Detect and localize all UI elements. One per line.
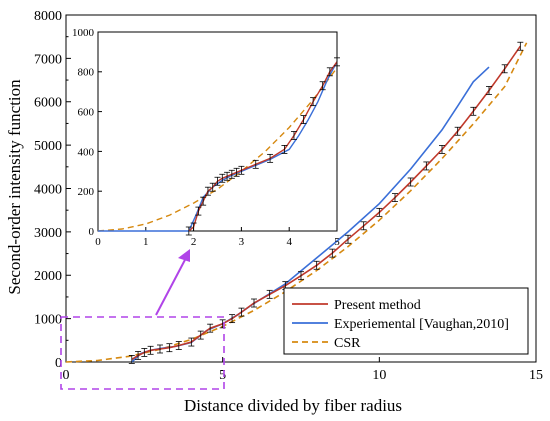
y-tick-label: 0 bbox=[55, 356, 62, 371]
main-series bbox=[65, 41, 528, 364]
y-tick-label: 1000 bbox=[72, 27, 95, 39]
y-tick-label: 200 bbox=[78, 186, 95, 198]
x-tick-label: 10 bbox=[372, 368, 386, 383]
inset-plot-frame bbox=[97, 31, 338, 232]
legend-label-present: Present method bbox=[334, 298, 421, 313]
y-tick-label: 8000 bbox=[34, 9, 62, 24]
y-tick-label: 4000 bbox=[34, 182, 62, 197]
legend-label-experimental: Experiemental [Vaughan,2010] bbox=[334, 317, 509, 332]
y-tick-label: 800 bbox=[78, 67, 95, 79]
x-tick-label: 3 bbox=[239, 236, 245, 248]
x-tick-label: 5 bbox=[334, 236, 340, 248]
x-axis-label: Distance divided by fiber radius bbox=[184, 396, 402, 415]
legend-box bbox=[283, 287, 529, 355]
x-tick-label: 2 bbox=[191, 236, 197, 248]
series-line-csr bbox=[65, 42, 528, 363]
inset-y-ticks: 0 200 400 600 800 1000 bbox=[72, 27, 102, 238]
main-y-ticks: 0 1000 2000 3000 4000 5000 6000 7000 8000 bbox=[34, 9, 71, 371]
y-axis-label: Second-order intensity function bbox=[5, 79, 24, 295]
x-tick-label: 1 bbox=[143, 236, 149, 248]
x-tick-label: 4 bbox=[286, 236, 292, 248]
x-tick-label: 5 bbox=[219, 368, 226, 383]
y-tick-label: 600 bbox=[78, 106, 95, 118]
y-tick-label: 5000 bbox=[34, 139, 62, 154]
inset-chart: 0 200 400 600 800 1000 0 1 2 3 4 5 bbox=[72, 27, 340, 248]
y-tick-label: 2000 bbox=[34, 269, 62, 284]
y-tick-label: 7000 bbox=[34, 52, 62, 67]
x-tick-label: 0 bbox=[63, 368, 70, 383]
y-tick-label: 0 bbox=[89, 226, 95, 238]
legend-label-csr: CSR bbox=[334, 336, 361, 351]
legend: Present method Experiemental [Vaughan,20… bbox=[283, 287, 529, 355]
main-x-ticks: 0 5 10 15 bbox=[63, 357, 543, 383]
series-line-csr bbox=[97, 67, 338, 232]
y-tick-label: 400 bbox=[78, 146, 95, 158]
zoom-arrow-shaft bbox=[155, 255, 188, 316]
x-tick-label: 15 bbox=[529, 368, 543, 383]
zoom-region-box bbox=[60, 316, 225, 390]
y-tick-label: 1000 bbox=[34, 313, 62, 328]
y-tick-label: 6000 bbox=[34, 96, 62, 111]
inset-series bbox=[97, 57, 340, 236]
x-tick-label: 0 bbox=[95, 236, 101, 248]
zoom-arrow-head bbox=[178, 249, 190, 262]
y-tick-label: 3000 bbox=[34, 226, 62, 241]
